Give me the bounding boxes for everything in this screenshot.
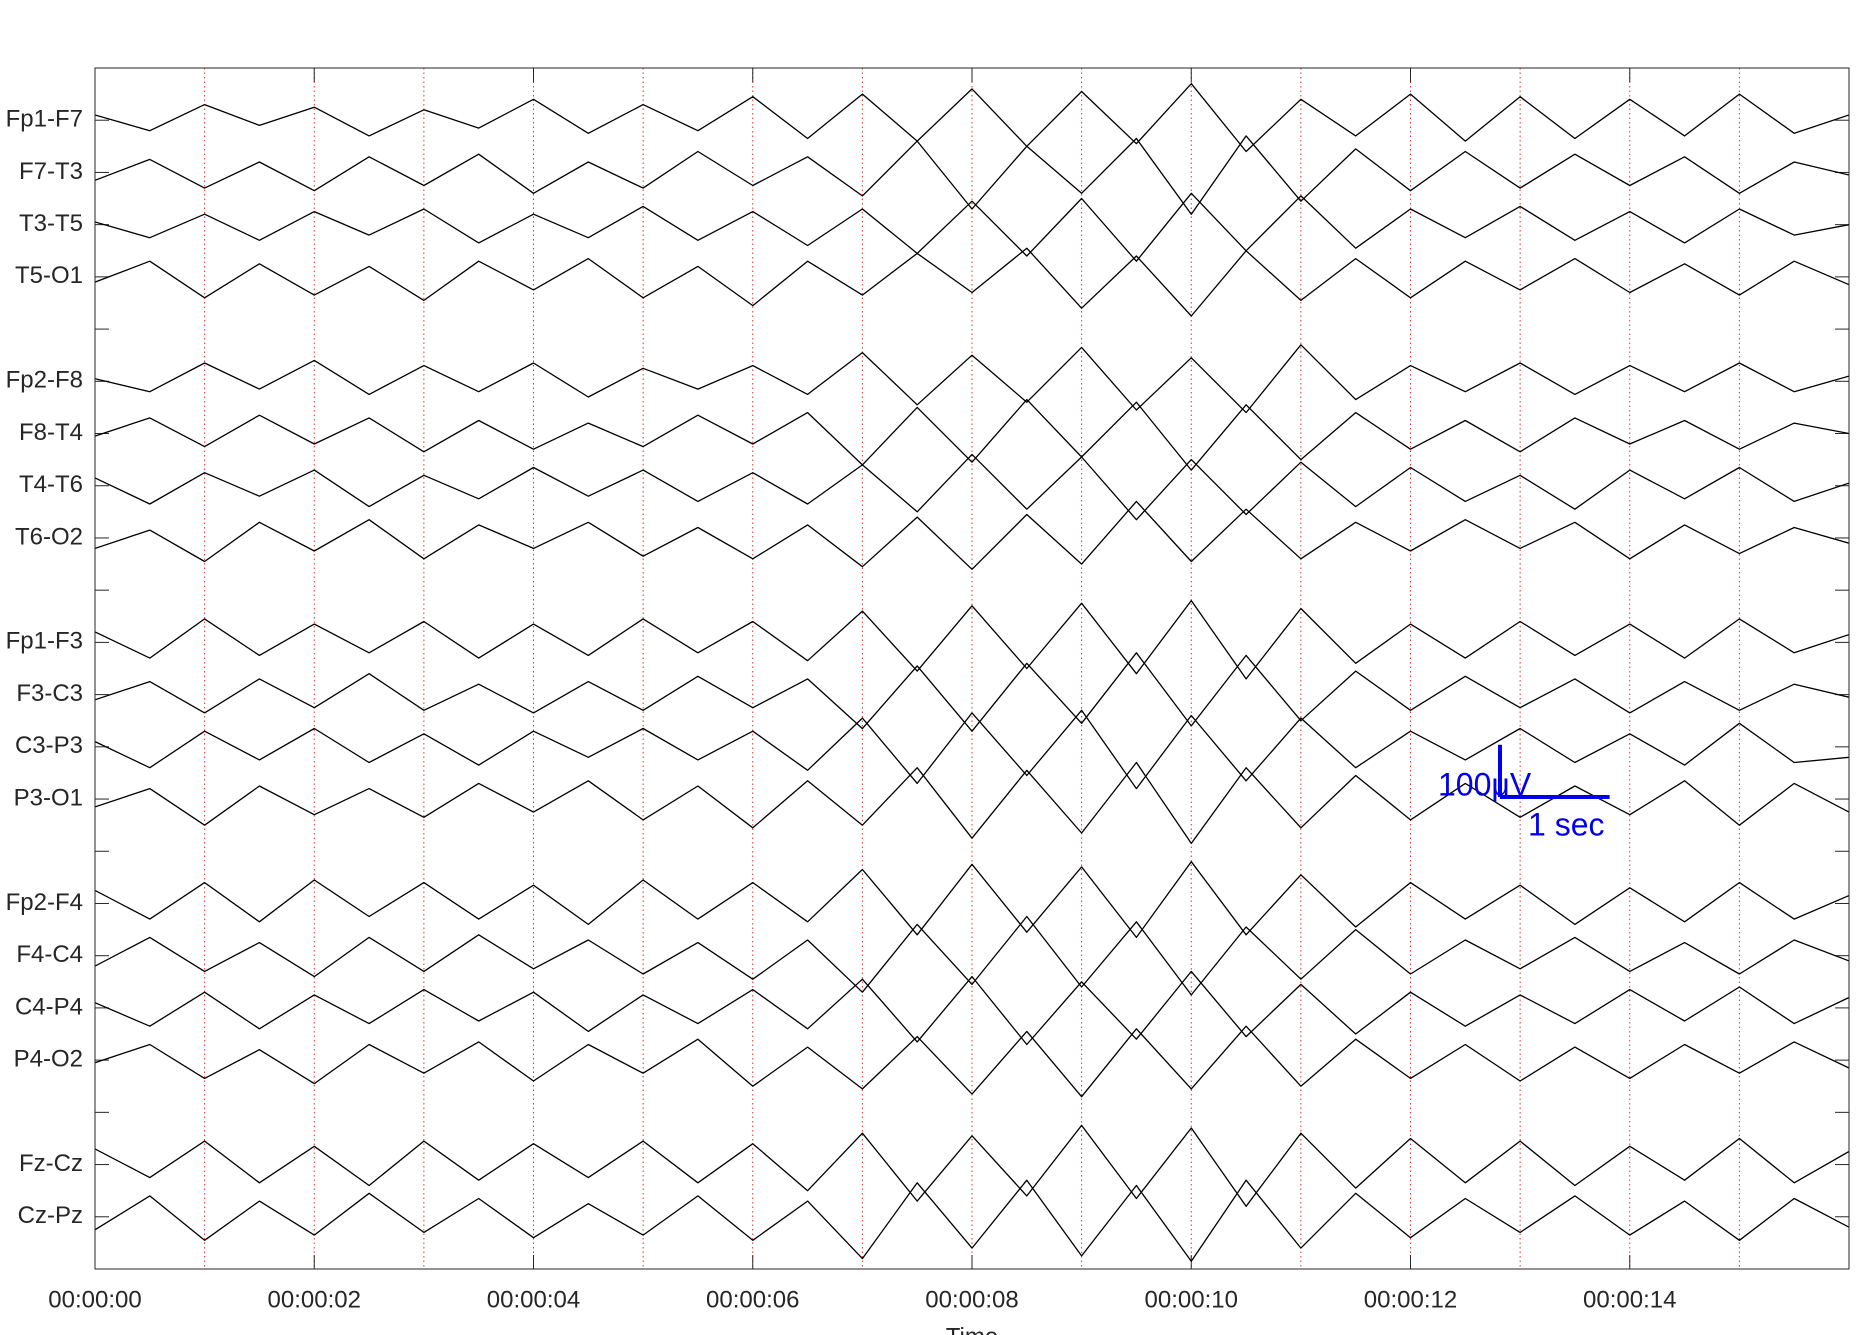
y-tick-label: T4-T6 — [19, 471, 83, 498]
y-tick-label: C4-P4 — [15, 993, 83, 1020]
eeg-trace — [95, 915, 1849, 996]
eeg-trace — [95, 970, 1849, 1046]
x-tick-label: 00:00:12 — [1364, 1286, 1457, 1313]
y-tick-label: T5-O1 — [15, 262, 83, 289]
y-tick-label: F8-T4 — [19, 419, 83, 446]
eeg-trace — [95, 652, 1849, 732]
x-tick-label: 00:00:14 — [1583, 1286, 1676, 1313]
x-tick-label: 00:00:00 — [48, 1286, 141, 1313]
y-tick-label: Fp2-F4 — [6, 889, 83, 916]
y-tick-label: F3-C3 — [16, 680, 83, 707]
eeg-trace — [95, 1179, 1849, 1262]
eeg-trace — [95, 83, 1849, 153]
eeg-trace — [95, 247, 1849, 317]
y-tick-label: Fp1-F7 — [6, 106, 83, 133]
eeg-trace — [95, 135, 1849, 215]
y-tick-label: P3-O1 — [14, 784, 83, 811]
y-tick-label: F7-T3 — [19, 158, 83, 185]
scale-bar-amplitude-label: 100μV — [1438, 766, 1532, 802]
y-tick-label: T6-O2 — [15, 523, 83, 550]
eeg-trace — [95, 500, 1849, 570]
eeg-trace — [95, 599, 1849, 680]
plot-frame — [94, 67, 1850, 1270]
y-tick-label: Cz-Pz — [18, 1202, 83, 1229]
y-tick-label: T3-T5 — [19, 210, 83, 237]
y-tick-label: Fp2-F8 — [6, 367, 83, 394]
eeg-trace — [95, 709, 1849, 790]
x-tick-label: 00:00:04 — [487, 1286, 580, 1313]
y-tick-label: C3-P3 — [15, 732, 83, 759]
x-tick-label: 00:00:10 — [1145, 1286, 1238, 1313]
y-tick-label: F4-C4 — [16, 941, 83, 968]
x-tick-label: 00:00:02 — [268, 1286, 361, 1313]
eeg-trace — [95, 192, 1849, 262]
scale-bar-duration-label: 1 sec — [1528, 806, 1604, 842]
eeg-trace — [95, 453, 1849, 521]
y-tick-label: Fz-Cz — [19, 1150, 83, 1177]
x-tick-label: 00:00:06 — [706, 1286, 799, 1313]
x-tick-label: 00:00:08 — [925, 1286, 1018, 1313]
eeg-trace — [95, 398, 1849, 471]
eeg-trace — [95, 1025, 1849, 1098]
eeg-trace — [95, 861, 1849, 939]
eeg-trace — [95, 1124, 1849, 1207]
y-tick-label: P4-O2 — [14, 1045, 83, 1072]
eeg-trace — [95, 344, 1849, 414]
y-tick-label: Fp1-F3 — [6, 628, 83, 655]
x-axis-label: Time — [946, 1323, 998, 1335]
